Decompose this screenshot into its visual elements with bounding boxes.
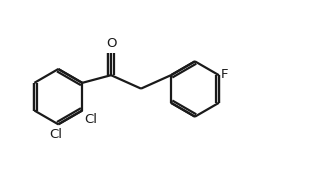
Text: Cl: Cl	[85, 113, 98, 126]
Text: Cl: Cl	[50, 128, 63, 141]
Text: F: F	[221, 67, 229, 80]
Text: O: O	[106, 37, 116, 50]
